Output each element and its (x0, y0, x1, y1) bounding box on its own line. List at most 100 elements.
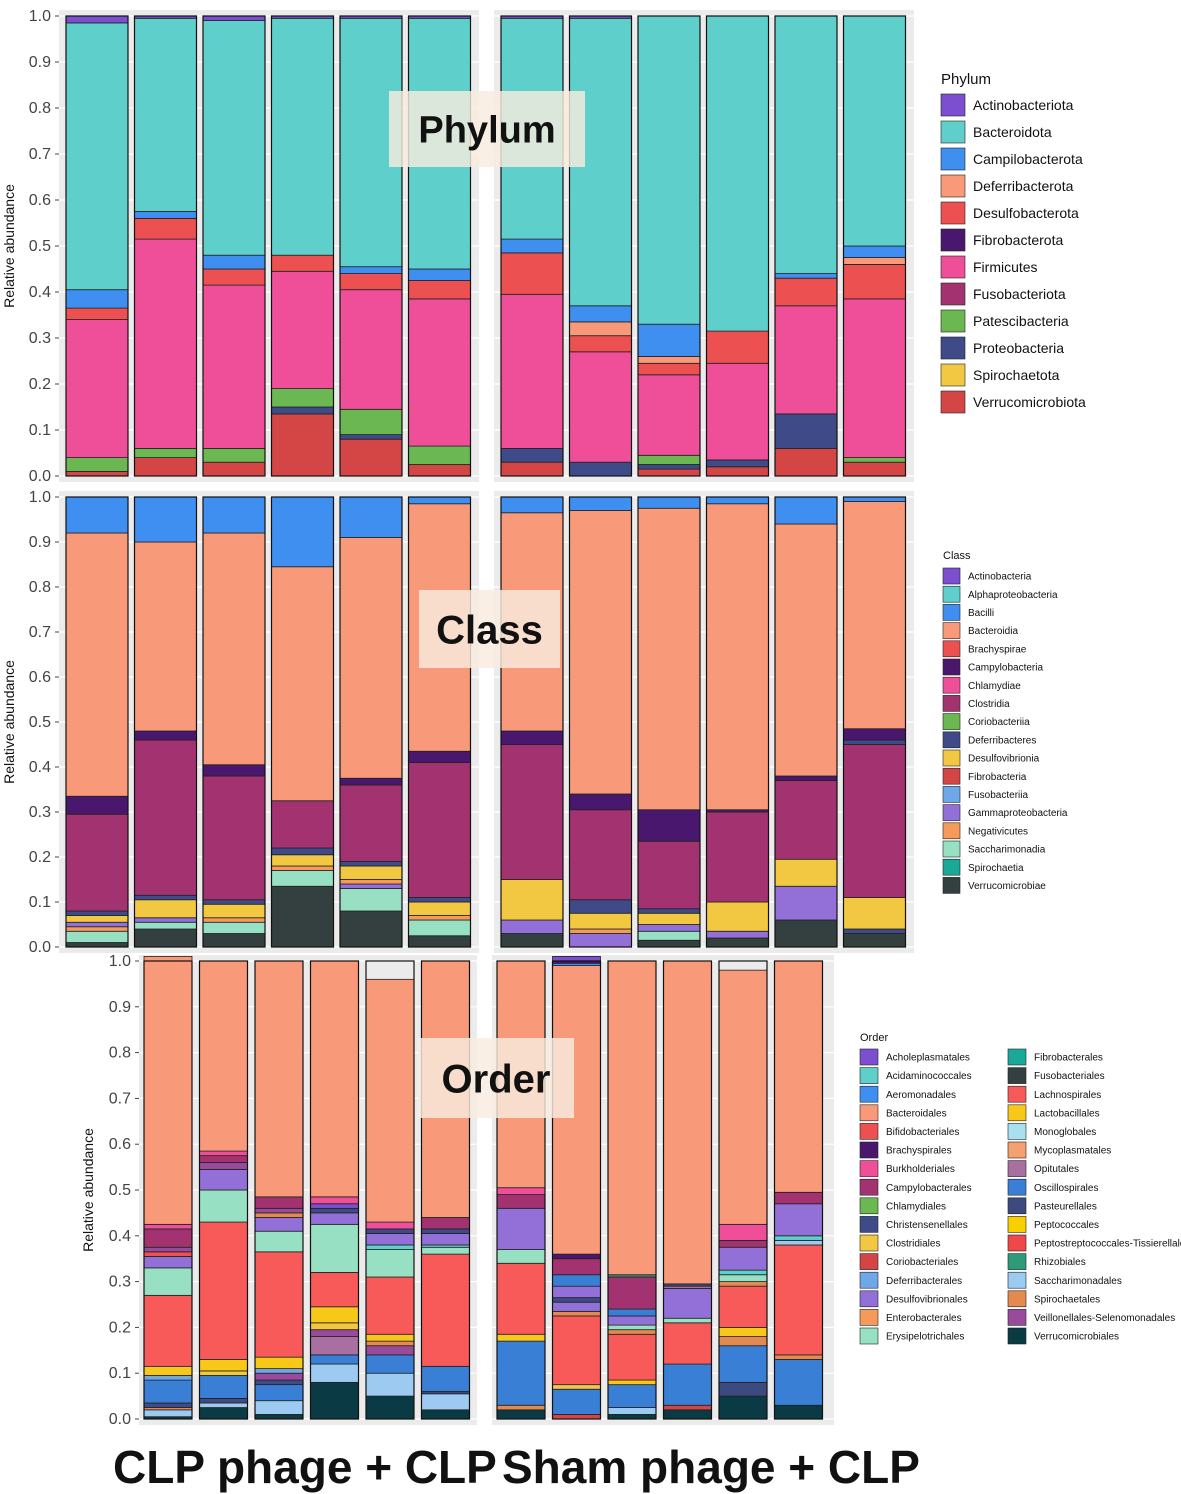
y-tick-label: 0.7 (29, 146, 51, 163)
legend-label: Verrucomicrobiota (973, 394, 1086, 410)
legend-item: Christensenellales (859, 1216, 968, 1233)
title-box (418, 1038, 574, 1118)
bar-segment-deferribacteres (65, 910, 129, 916)
bar-segment-christensenellales (310, 1207, 359, 1214)
bar-segment-christensenellales (254, 1379, 304, 1386)
bar-sample-6 (407, 496, 472, 948)
bar-segment-oscillospirales (365, 1354, 415, 1374)
legend-item: Negativicutes (942, 822, 1028, 840)
bar-segment-actinobacteriota (65, 15, 129, 24)
bar-segment-saccharimonadia (202, 921, 266, 934)
bar-segment-lactobacillales (365, 1333, 415, 1342)
y-tick-label: 0.8 (29, 579, 51, 596)
legend-swatch (859, 1197, 879, 1215)
bar-segment-deferribacteres (843, 928, 906, 934)
bar-segment-campilobacterota (65, 289, 129, 309)
legend-label: Monoglobales (1034, 1127, 1096, 1138)
y-tick-label: 0.3 (29, 330, 51, 347)
legend-label: Fusobacteriota (973, 286, 1066, 302)
legend-item: Deferribacteres (942, 731, 1036, 749)
legend-item: Clostridiales (859, 1234, 940, 1252)
bar-outline (662, 960, 713, 1420)
bar-segment-bacilli (569, 496, 632, 511)
bar-segment-proteobacteria (637, 464, 701, 470)
bar-segment-lactobacillales (607, 1379, 657, 1386)
y-tick-label: 0.8 (109, 1045, 131, 1062)
bar-segment-oscillospirales (552, 1274, 601, 1287)
bar-segment-verrucomicrobiales (718, 1395, 768, 1420)
bar-segment-lachnospirales (310, 1272, 359, 1308)
legend-swatch (942, 804, 961, 821)
bar-segment-bacteroidia (569, 510, 632, 795)
bar-segment-verrucomicrobiales (607, 1414, 657, 1420)
legend-swatch (859, 1327, 879, 1345)
bar-segment-verrucomicrobiae (339, 910, 403, 948)
legend-item: Spirochaetia (942, 858, 1024, 876)
bar-segment-christensenellales (552, 1297, 601, 1303)
bar-outline (133, 496, 198, 948)
bar-segment-oscillospirales (607, 1308, 657, 1317)
bar-segment-firmicutes (271, 270, 334, 389)
bar-segment-saccharimonadales (421, 1393, 470, 1411)
legend-label: Bacteroidota (973, 124, 1052, 140)
y-tick-label: 0.6 (29, 192, 51, 209)
bar-outline (551, 960, 602, 1420)
bar-segment-lachnospirales (199, 1221, 248, 1360)
y-tick-label: 0.4 (29, 284, 51, 301)
legend-swatch (942, 840, 961, 858)
legend-label: Fusobacteriia (968, 790, 1028, 801)
legend-label: Desulfobacterota (973, 205, 1079, 221)
bar-segment-veillonellales-selenomonadales (254, 1207, 304, 1214)
bar-sample-4 (662, 960, 713, 1420)
legend-swatch (942, 822, 961, 840)
bar-segment-clostridia (134, 739, 197, 896)
y-tick-label: 0.1 (109, 1365, 131, 1382)
legend-item: Bifidobacteriales (859, 1123, 959, 1140)
legend-label: Campylobacteria (968, 663, 1043, 674)
bar-segment-desulfobacterota (500, 252, 564, 295)
bar-segment-deferribacterales (254, 1368, 304, 1374)
bar-segment-campylobacterales (718, 1239, 768, 1248)
bar-segment-negativicutes (339, 879, 403, 885)
legend-item: Brachyspirales (859, 1141, 952, 1159)
legend-swatch (859, 1141, 879, 1159)
bar-segment-verrucomicrobiae (843, 933, 906, 948)
legend-label: Negativicutes (968, 826, 1028, 837)
bar-outline (718, 960, 768, 1420)
legend-item: Opitutales (1007, 1160, 1079, 1177)
y-tick-label: 0.2 (29, 376, 51, 393)
bar-segment-erysipelotrichales (663, 1317, 712, 1324)
bar-segment-burkholderiales (496, 1187, 546, 1195)
legend-item: Saccharimonadales (1007, 1271, 1122, 1289)
bar-sample-4 (270, 496, 335, 948)
bar-outline (143, 960, 193, 1420)
bar-outline (202, 15, 266, 477)
bar-segment-bacteroidia (134, 541, 197, 732)
bar-segment-oscillospirales (310, 1354, 359, 1365)
bar-segment-campylobacterales (254, 1196, 304, 1209)
bar-segment-desulfovibrionales (254, 1217, 304, 1232)
bar-segment-patescibacteria (637, 454, 701, 465)
bar-segment-bacilli (65, 496, 129, 534)
legend-label: Peptococcales (1034, 1220, 1099, 1231)
legend-label: Lachnospirales (1034, 1090, 1101, 1101)
bar-outline (198, 960, 249, 1420)
legend-swatch (940, 120, 966, 144)
bar-sample-3 (202, 496, 266, 948)
bar-segment-campylobacteria (774, 775, 838, 781)
legend-label: Bacteroidia (968, 626, 1018, 637)
bar-segment-bacteroidota (843, 15, 906, 247)
bar-segment-spirochaetales (718, 1281, 768, 1287)
bar-segment-coriobacteriales (663, 1404, 712, 1411)
legend-swatch (940, 390, 966, 414)
legend-label: Peptostreptococcales-Tissierellales (1034, 1239, 1181, 1250)
bar-segment-verrucomicrobiae (202, 933, 266, 948)
legend-label: Alphaproteobacteria (968, 590, 1058, 601)
bar-segment-patescibacteria (271, 388, 334, 408)
bar-sample-1 (496, 960, 546, 1420)
title-box (389, 91, 585, 167)
bar-segment-firmicutes (500, 293, 564, 449)
bar-segment-firmicutes (202, 284, 266, 449)
legend-label: Verrucomicrobiales (1034, 1332, 1119, 1343)
